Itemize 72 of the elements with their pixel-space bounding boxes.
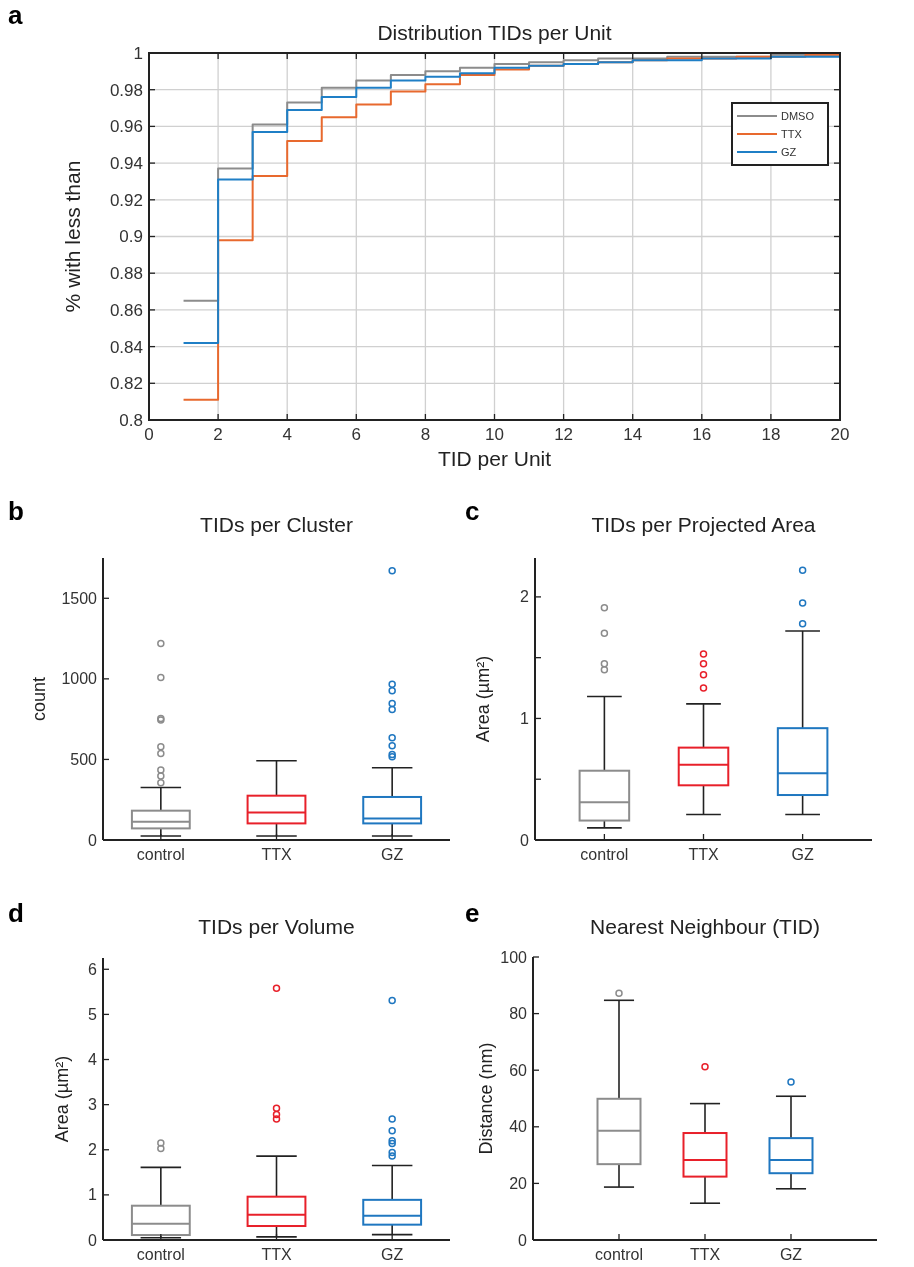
y-tick-label: 0.94 (109, 154, 143, 174)
x-tick-label: 16 (692, 425, 712, 444)
y-tick-label: 20 (509, 1175, 528, 1192)
legend-label: TTX (781, 127, 803, 140)
y-tick-label: 0 (88, 1231, 98, 1249)
y-tick-label: 40 (509, 1118, 528, 1136)
y-tick-label: 500 (70, 751, 98, 769)
x-tick-label: GZ (381, 846, 404, 863)
x-tick-label: 18 (761, 425, 781, 444)
y-tick-label: 0.88 (109, 264, 143, 284)
x-tick-label: control (136, 1246, 185, 1263)
legend-label: GZ (781, 145, 797, 158)
y-tick-label: 0.96 (109, 117, 143, 137)
x-tick-label: 2 (213, 425, 223, 444)
y-tick-label: 1500 (61, 589, 98, 607)
y-tick-label: 1 (88, 1186, 98, 1204)
x-tick-label: GZ (779, 1246, 803, 1263)
x-tick-label: control (594, 1246, 644, 1263)
chart-title: TIDs per Projected Area (591, 513, 816, 536)
text: e (465, 898, 480, 928)
x-tick-label: GZ (381, 1246, 404, 1263)
y-tick-label: 6 (88, 960, 98, 978)
x-axis-title: TID per Unit (437, 447, 552, 470)
y-tick-label: 0.86 (109, 300, 143, 320)
x-tick-label: TTX (688, 846, 719, 863)
x-tick-label: TTX (689, 1246, 721, 1263)
chart-title: Distribution TIDs per Unit (377, 21, 612, 44)
y-tick-label: 0.82 (109, 374, 143, 394)
x-tick-label: control (580, 846, 629, 863)
y-tick-label: 0 (518, 1231, 528, 1249)
y-tick-label: 1 (133, 43, 143, 63)
x-tick-label: 6 (351, 425, 362, 444)
y-tick-label: 60 (509, 1061, 528, 1079)
x-tick-label: 20 (830, 425, 850, 444)
y-tick-label: 0.9 (119, 227, 143, 247)
y-tick-label: 0.84 (109, 337, 143, 357)
chart-title: Nearest Neighbour (TID) (590, 915, 820, 938)
y-tick-label: 0 (88, 831, 98, 849)
y-tick-label: 0.98 (109, 80, 143, 100)
x-tick-label: 14 (623, 425, 643, 444)
text: a (8, 0, 23, 30)
y-tick-label: 2 (88, 1141, 98, 1159)
y-tick-label: 1000 (61, 670, 98, 688)
x-tick-label: GZ (791, 846, 814, 863)
y-axis-title: % with less than (61, 160, 84, 313)
y-tick-label: 4 (88, 1051, 98, 1069)
y-tick-label: 2 (520, 588, 530, 606)
y-tick-label: 0 (520, 831, 530, 849)
chart-title: TIDs per Cluster (200, 513, 353, 536)
y-tick-label: 80 (509, 1005, 528, 1023)
text: b (8, 496, 24, 526)
x-tick-label: 4 (282, 425, 292, 444)
legend-label: DMSO (781, 109, 815, 122)
x-tick-label: 12 (554, 425, 574, 444)
y-axis-title: count (29, 676, 49, 722)
y-tick-label: 1 (520, 710, 530, 728)
x-tick-label: 10 (485, 425, 504, 444)
y-axis-title: Area (µm²) (52, 1055, 72, 1143)
y-tick-label: 0.8 (119, 410, 143, 430)
y-axis-title: Distance (nm) (476, 1042, 496, 1155)
x-tick-label: TTX (261, 846, 292, 863)
text: c (465, 496, 480, 526)
y-axis-title: Area (µm²) (473, 655, 493, 743)
y-tick-label: 100 (500, 948, 528, 966)
x-tick-label: 8 (420, 425, 431, 444)
x-tick-label: control (136, 846, 185, 863)
y-tick-label: 5 (88, 1006, 98, 1023)
y-tick-label: 0.92 (109, 190, 143, 210)
x-tick-label: TTX (261, 1246, 292, 1263)
chart-title: TIDs per Volume (198, 915, 355, 938)
text: d (8, 898, 24, 928)
y-tick-label: 3 (88, 1096, 98, 1114)
